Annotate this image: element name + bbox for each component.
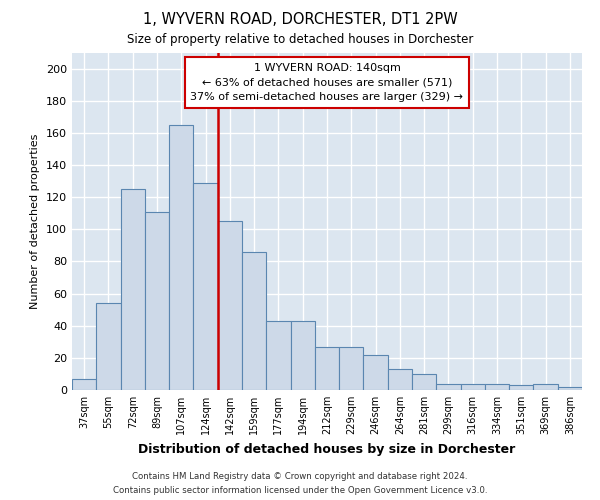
Bar [461,384,485,390]
Bar [266,321,290,390]
Bar [290,321,315,390]
Bar [169,125,193,390]
Bar [388,369,412,390]
Bar [218,221,242,390]
X-axis label: Distribution of detached houses by size in Dorchester: Distribution of detached houses by size … [139,442,515,456]
Text: Contains public sector information licensed under the Open Government Licence v3: Contains public sector information licen… [113,486,487,495]
Bar [96,303,121,390]
Bar [72,379,96,390]
Bar [509,385,533,390]
Bar [558,387,582,390]
Bar [485,384,509,390]
Bar [436,384,461,390]
Text: 1 WYVERN ROAD: 140sqm
← 63% of detached houses are smaller (571)
37% of semi-det: 1 WYVERN ROAD: 140sqm ← 63% of detached … [191,62,464,102]
Bar [412,374,436,390]
Bar [533,384,558,390]
Text: Size of property relative to detached houses in Dorchester: Size of property relative to detached ho… [127,32,473,46]
Text: Contains HM Land Registry data © Crown copyright and database right 2024.: Contains HM Land Registry data © Crown c… [132,472,468,481]
Bar [339,346,364,390]
Bar [315,346,339,390]
Y-axis label: Number of detached properties: Number of detached properties [31,134,40,309]
Bar [121,189,145,390]
Bar [242,252,266,390]
Bar [364,354,388,390]
Bar [193,182,218,390]
Bar [145,212,169,390]
Text: 1, WYVERN ROAD, DORCHESTER, DT1 2PW: 1, WYVERN ROAD, DORCHESTER, DT1 2PW [143,12,457,28]
